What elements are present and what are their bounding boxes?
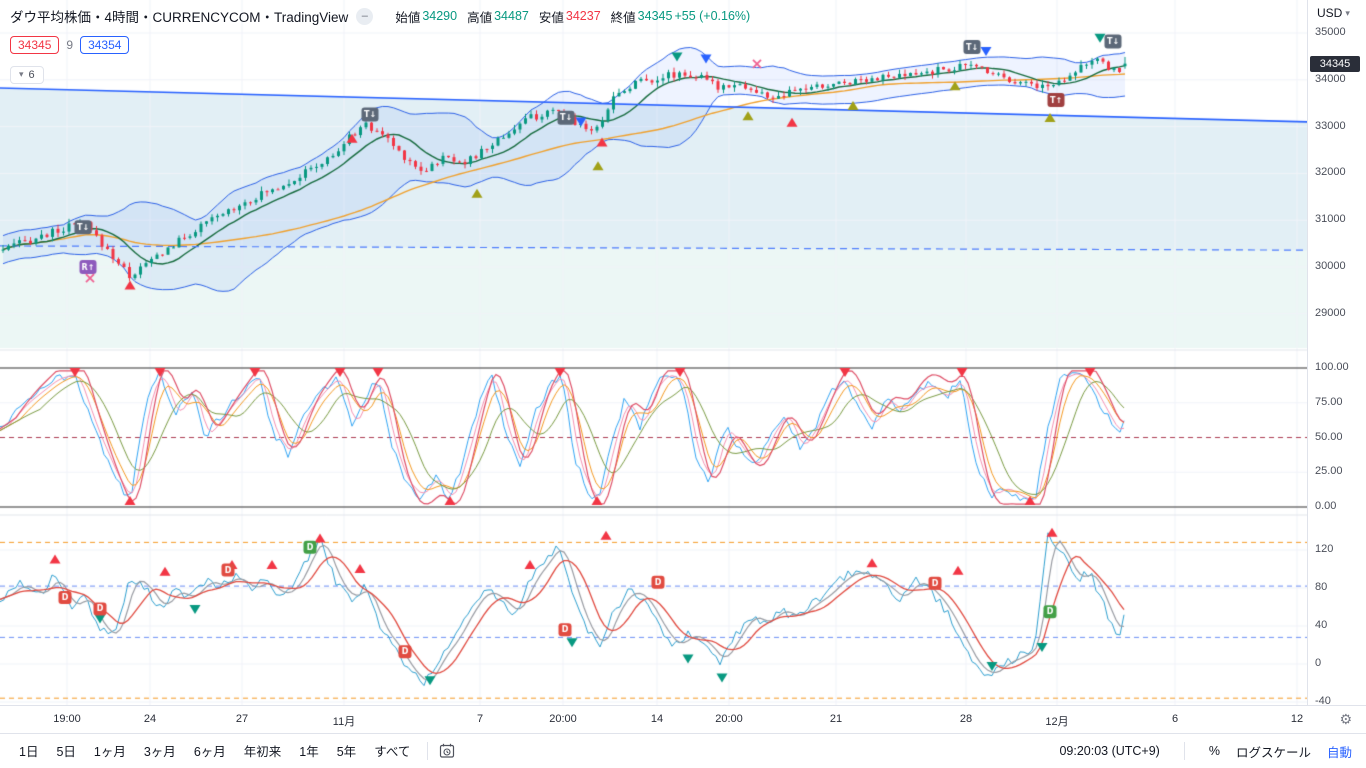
price-axis[interactable]: USD ▾ 35000 34000 33000 32000 31000 30000 2900… (1307, 0, 1366, 707)
axis-label: 30000 (1315, 260, 1346, 272)
range-button[interactable]: 年初来 (243, 745, 282, 759)
time-axis-label: 14 (650, 713, 664, 725)
chevron-down-icon: ▾ (1345, 7, 1350, 18)
open-value: 34290 (422, 9, 458, 23)
time-axis-label: 12 (1290, 713, 1304, 725)
currency-label: USD (1317, 6, 1343, 20)
toolbar-divider (427, 742, 429, 760)
current-price-badge: 34345 (1310, 55, 1360, 72)
order-price-badge-red[interactable]: 34345 (10, 36, 60, 54)
time-axis[interactable]: ⚙ 19:00 24 27 11月 7 20:00 14 20:00 21 28 12月 6 12 (0, 705, 1366, 734)
range-button[interactable]: すべて (374, 745, 411, 759)
time-axis-label: 28 (959, 713, 973, 725)
chart-title[interactable]: ダウ平均株価・4時間・CURRENCYCOM・TradingView (10, 10, 349, 25)
axis-label: 34000 (1315, 72, 1346, 85)
axis-label: 25.00 (1315, 465, 1343, 478)
chevron-down-icon: ▾ (19, 69, 24, 79)
order-quantity: 9 (66, 38, 74, 52)
auto-scale-button[interactable]: 自動 (1326, 745, 1352, 760)
axis-label: 32000 (1315, 166, 1346, 179)
chart-canvas[interactable] (0, 0, 1307, 705)
time-axis-label: 7 (476, 713, 484, 725)
open-label: 始値 (395, 10, 421, 25)
time-axis-label: 21 (829, 713, 843, 725)
axis-label: 80 (1315, 581, 1328, 593)
low-value: 34237 (565, 9, 601, 23)
high-value: 34487 (494, 9, 529, 23)
indicator-collapse-button[interactable]: ▾ 6 (10, 65, 44, 84)
gear-icon[interactable]: ⚙ (1339, 711, 1352, 727)
axis-label: 100.00 (1315, 361, 1349, 373)
ohlc-readout: 始値 34290 高値 34487 安値 34237 終値 34345 +55 … (387, 7, 750, 26)
axis-label: 35000 (1315, 26, 1346, 38)
range-button[interactable]: 1年 (299, 745, 319, 759)
time-axis-label: 24 (143, 713, 157, 725)
low-label: 安値 (538, 10, 564, 25)
close-value: 34345 (637, 9, 673, 23)
range-button[interactable]: 1ヶ月 (93, 745, 126, 759)
chart-legend: ダウ平均株価・4時間・CURRENCYCOM・TradingView – 始値 … (10, 6, 750, 84)
axis-label: 0.00 (1315, 500, 1337, 512)
range-button-group: 1日 5日 1ヶ月 3ヶ月 6ヶ月 年初来 1年 5年 すべて (10, 741, 419, 761)
axis-label: 31000 (1315, 213, 1346, 226)
high-label: 高値 (467, 10, 493, 25)
close-label: 終値 (610, 10, 636, 25)
axis-label: 40 (1315, 619, 1328, 631)
time-axis-label: 12月 (1045, 716, 1069, 728)
axis-label: 0 (1315, 657, 1322, 669)
time-axis-label: 6 (1171, 713, 1179, 725)
axis-label: -40 (1315, 695, 1331, 707)
range-button[interactable]: 6ヶ月 (193, 745, 226, 759)
percent-scale-button[interactable]: % (1208, 744, 1220, 758)
log-scale-button[interactable]: ログスケール (1235, 745, 1311, 760)
time-axis-label: 27 (235, 713, 249, 725)
axis-label: 33000 (1315, 119, 1346, 132)
time-axis-label: 20:00 (715, 713, 743, 725)
indicator-count: 6 (28, 68, 35, 81)
time-axis-label: 20:00 (549, 713, 577, 725)
goto-date-button[interactable] (438, 742, 456, 760)
currency-selector[interactable]: USD ▾ (1317, 6, 1350, 20)
range-button[interactable]: 3ヶ月 (143, 745, 176, 759)
time-axis-label: 19:00 (53, 713, 81, 725)
clock-readout[interactable]: 09:20:03 (UTC+9) (1059, 744, 1160, 758)
order-price-badge-blue[interactable]: 34354 (80, 36, 130, 54)
axis-label: 29000 (1315, 306, 1346, 319)
range-button[interactable]: 5日 (56, 745, 76, 759)
calendar-clock-icon (440, 743, 455, 758)
visibility-toggle-icon[interactable]: – (356, 7, 374, 25)
toolbar-right-group: 09:20:03 (UTC+9) % ログスケール 自動 (1059, 742, 1356, 761)
range-button[interactable]: 1日 (19, 745, 39, 759)
change-value: +55 (+0.16%) (674, 9, 751, 23)
range-button[interactable]: 5年 (336, 745, 357, 759)
axis-label: 75.00 (1315, 395, 1343, 408)
axis-label: 50.00 (1315, 430, 1343, 443)
bottom-toolbar: 1日 5日 1ヶ月 3ヶ月 6ヶ月 年初来 1年 5年 すべて 09:20:03 (UTC+9)… (0, 733, 1366, 768)
toolbar-divider (1183, 742, 1185, 760)
axis-label: 120 (1315, 543, 1334, 555)
time-axis-label: 11月 (332, 716, 356, 728)
